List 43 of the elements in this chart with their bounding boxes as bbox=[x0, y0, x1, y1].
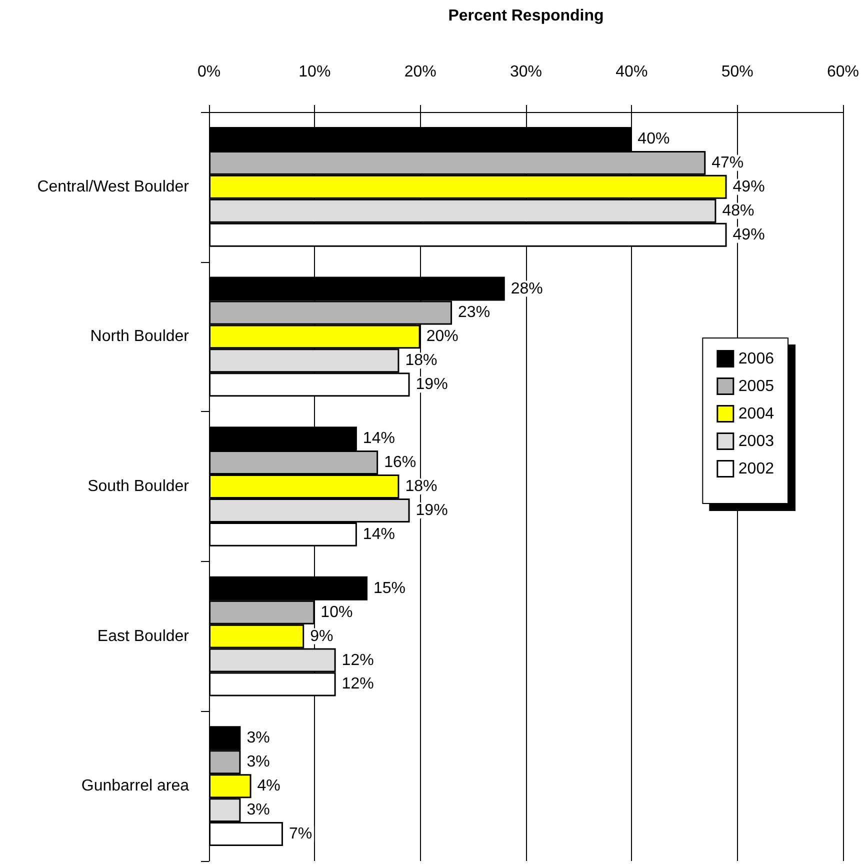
data-label: 14% bbox=[362, 526, 395, 543]
data-label: 15% bbox=[374, 580, 406, 597]
x-axis-title: Percent Responding bbox=[448, 8, 604, 24]
legend-label: 2003 bbox=[738, 432, 774, 450]
x-tick-label: 40% bbox=[616, 64, 648, 80]
data-label: 40% bbox=[638, 130, 670, 148]
legend-label: 2004 bbox=[738, 405, 774, 422]
data-label: 20% bbox=[426, 328, 458, 346]
x-tick-label: 20% bbox=[404, 64, 436, 80]
data-label: 47% bbox=[712, 154, 744, 172]
legend-label: 2002 bbox=[738, 460, 774, 478]
data-label: 28% bbox=[510, 280, 543, 298]
data-label: 9% bbox=[310, 628, 334, 645]
data-label: 19% bbox=[416, 502, 448, 519]
x-tick-label: 50% bbox=[721, 64, 754, 80]
y-tick-label: East Boulder bbox=[97, 628, 190, 645]
x-tick-label: 60% bbox=[826, 64, 860, 80]
x-tick-label: 10% bbox=[298, 64, 331, 80]
data-label: 19% bbox=[416, 376, 448, 394]
legend-label: 2005 bbox=[738, 378, 774, 395]
data-label: 18% bbox=[405, 478, 438, 495]
data-label: 3% bbox=[246, 730, 270, 747]
x-tick-label: 0% bbox=[197, 64, 221, 80]
data-label: 49% bbox=[732, 226, 765, 244]
y-tick-label: Gunbarrel area bbox=[81, 778, 190, 795]
y-tick-label: Central/West Boulder bbox=[37, 178, 190, 196]
data-label: 10% bbox=[320, 604, 353, 621]
data-label: 14% bbox=[362, 430, 395, 448]
x-tick-label: 30% bbox=[510, 64, 542, 80]
data-label: 18% bbox=[405, 352, 438, 370]
data-label: 7% bbox=[288, 826, 312, 843]
data-label: 49% bbox=[732, 178, 765, 196]
data-label: 3% bbox=[246, 802, 270, 819]
data-label: 3% bbox=[246, 754, 270, 771]
data-label: 12% bbox=[342, 652, 374, 669]
y-tick-label: South Boulder bbox=[88, 478, 190, 495]
y-tick-label: North Boulder bbox=[90, 328, 190, 346]
data-label: 23% bbox=[458, 304, 490, 322]
data-label: 16% bbox=[384, 454, 416, 472]
legend-label: 2006 bbox=[738, 350, 774, 368]
data-label: 4% bbox=[257, 778, 280, 795]
data-label: 48% bbox=[722, 202, 754, 220]
data-label: 12% bbox=[342, 676, 374, 693]
